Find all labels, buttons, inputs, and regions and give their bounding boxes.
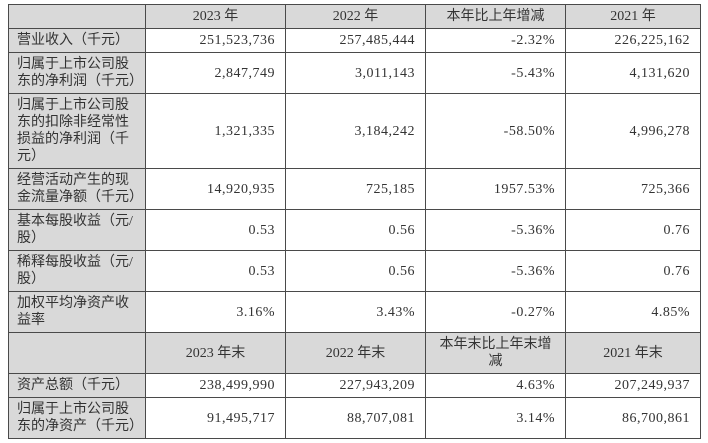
value-cell: -58.50%: [425, 93, 566, 169]
value-cell: 4.85%: [565, 291, 701, 333]
value-cell: 207,249,937: [565, 373, 701, 398]
value-cell: 0.56: [285, 250, 426, 292]
table-row-net-profit-excl-nonrecurring: 归属于上市公司股东的扣除非经常性损益的净利润（千元） 1,321,335 3,1…: [8, 93, 701, 169]
value-cell: 86,700,861: [565, 397, 701, 439]
value-cell: 14,920,935: [145, 168, 286, 210]
value-cell: 0.76: [565, 209, 701, 251]
row-label: 稀释每股收益（元/股）: [8, 250, 146, 292]
value-cell: 2,847,749: [145, 52, 286, 94]
value-cell: 0.56: [285, 209, 426, 251]
value-cell: 4,131,620: [565, 52, 701, 94]
column-header-yoy-change: 本年比上年增减: [425, 4, 566, 29]
row-label: 归属于上市公司股东的净资产（千元）: [8, 397, 146, 439]
table-row-revenue: 营业收入（千元） 251,523,736 257,485,444 -2.32% …: [8, 28, 701, 53]
value-cell: 0.53: [145, 250, 286, 292]
value-cell: 3.43%: [285, 291, 426, 333]
row-label: 归属于上市公司股东的扣除非经常性损益的净利润（千元）: [8, 93, 146, 169]
value-cell: 1957.53%: [425, 168, 566, 210]
value-cell: 257,485,444: [285, 28, 426, 53]
value-cell: 226,225,162: [565, 28, 701, 53]
value-cell: -0.27%: [425, 291, 566, 333]
table-row-basic-eps: 基本每股收益（元/股） 0.53 0.56 -5.36% 0.76: [8, 209, 701, 251]
value-cell: 4,996,278: [565, 93, 701, 169]
value-cell: 238,499,990: [145, 373, 286, 398]
column-header-2022-end: 2022 年末: [285, 332, 426, 374]
corner-header-cell: [8, 4, 146, 29]
value-cell: 227,943,209: [285, 373, 426, 398]
row-label: 经营活动产生的现金流量净额（千元）: [8, 168, 146, 210]
column-header-yoy-end-change: 本年末比上年末增减: [425, 332, 566, 374]
header-row-annual: 2023 年 2022 年 本年比上年增减 2021 年: [8, 4, 701, 29]
row-label: 基本每股收益（元/股）: [8, 209, 146, 251]
column-header-2021: 2021 年: [565, 4, 701, 29]
value-cell: 0.76: [565, 250, 701, 292]
value-cell: 4.63%: [425, 373, 566, 398]
row-label: 资产总额（千元）: [8, 373, 146, 398]
header-row-year-end: 2023 年末 2022 年末 本年末比上年末增减 2021 年末: [8, 332, 701, 374]
column-header-2022: 2022 年: [285, 4, 426, 29]
value-cell: 251,523,736: [145, 28, 286, 53]
table-row-total-assets: 资产总额（千元） 238,499,990 227,943,209 4.63% 2…: [8, 373, 701, 398]
value-cell: 91,495,717: [145, 397, 286, 439]
column-header-2023: 2023 年: [145, 4, 286, 29]
corner-header-cell: [8, 332, 146, 374]
column-header-2023-end: 2023 年末: [145, 332, 286, 374]
table-row-net-profit: 归属于上市公司股东的净利润（千元） 2,847,749 3,011,143 -5…: [8, 52, 701, 94]
value-cell: 3.16%: [145, 291, 286, 333]
value-cell: 88,707,081: [285, 397, 426, 439]
value-cell: 0.53: [145, 209, 286, 251]
value-cell: -5.36%: [425, 209, 566, 251]
value-cell: 725,366: [565, 168, 701, 210]
value-cell: -5.43%: [425, 52, 566, 94]
table-row-diluted-eps: 稀释每股收益（元/股） 0.53 0.56 -5.36% 0.76: [8, 250, 701, 292]
value-cell: -2.32%: [425, 28, 566, 53]
column-header-2021-end: 2021 年末: [565, 332, 701, 374]
value-cell: 725,185: [285, 168, 426, 210]
row-label: 营业收入（千元）: [8, 28, 146, 53]
value-cell: 3,011,143: [285, 52, 426, 94]
value-cell: 3,184,242: [285, 93, 426, 169]
value-cell: 1,321,335: [145, 93, 286, 169]
table-row-operating-cash-flow: 经营活动产生的现金流量净额（千元） 14,920,935 725,185 195…: [8, 168, 701, 210]
table-row-net-assets: 归属于上市公司股东的净资产（千元） 91,495,717 88,707,081 …: [8, 397, 701, 439]
value-cell: -5.36%: [425, 250, 566, 292]
financial-summary-table: 2023 年 2022 年 本年比上年增减 2021 年 营业收入（千元） 25…: [8, 4, 701, 439]
row-label: 归属于上市公司股东的净利润（千元）: [8, 52, 146, 94]
value-cell: 3.14%: [425, 397, 566, 439]
table-row-weighted-avg-roe: 加权平均净资产收益率 3.16% 3.43% -0.27% 4.85%: [8, 291, 701, 333]
row-label: 加权平均净资产收益率: [8, 291, 146, 333]
